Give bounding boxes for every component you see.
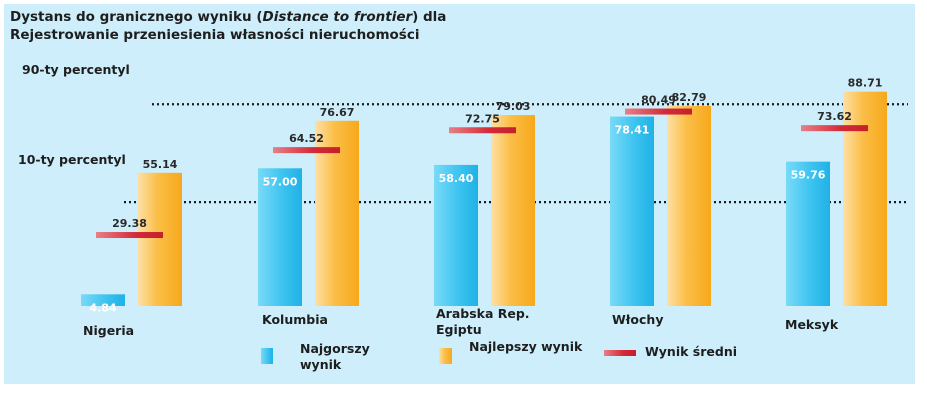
value-label-best: 76.67 — [320, 106, 355, 119]
value-label-average: 80.49 — [641, 94, 676, 107]
percentile-90-label: 90-ty percentyl — [22, 62, 130, 77]
category-label: Włochy — [612, 312, 663, 327]
bar-best — [843, 91, 887, 306]
value-label-average: 29.38 — [112, 217, 147, 230]
legend-swatch-average — [604, 350, 636, 356]
marker-average — [96, 232, 163, 239]
category-label: Kolumbia — [262, 312, 328, 327]
bar-worst — [786, 161, 830, 306]
value-label-worst: 58.40 — [439, 172, 474, 185]
legend-swatch-best — [439, 348, 452, 364]
bar-worst — [81, 294, 125, 306]
legend-label: Wynik średni — [645, 344, 737, 359]
value-label-worst: 57.00 — [263, 175, 298, 188]
category-label: Arabska Rep. Egiptu — [436, 306, 530, 337]
value-label-worst: 78.41 — [615, 124, 650, 137]
category-label: Nigeria — [83, 323, 134, 338]
legend-label: Najgorszy wynik — [300, 341, 370, 372]
value-label-best: 82.79 — [672, 91, 707, 104]
marker-average — [273, 147, 340, 154]
category-label: Meksyk — [785, 317, 839, 332]
value-label-best: 88.71 — [848, 77, 883, 90]
bar-worst — [434, 164, 478, 306]
bar-worst — [610, 116, 654, 306]
bar-best — [491, 115, 535, 306]
legend-swatch-worst — [261, 348, 273, 364]
chart-title: Dystans do granicznego wyniku (Distance … — [10, 9, 447, 43]
value-label-average: 72.75 — [465, 112, 500, 125]
bar-worst — [258, 168, 302, 306]
legend-label: Najlepszy wynik — [469, 339, 583, 354]
value-label-worst: 59.76 — [791, 169, 826, 182]
marker-average — [625, 108, 692, 115]
bar-best — [667, 106, 711, 307]
bar-best — [138, 172, 182, 306]
marker-average — [449, 127, 516, 134]
value-label-best: 79.03 — [496, 100, 531, 113]
value-label-worst: 4.84 — [89, 301, 116, 314]
value-label-average: 73.62 — [817, 110, 852, 123]
value-label-average: 64.52 — [289, 132, 324, 145]
percentile-10-label: 10-ty percentyl — [18, 152, 126, 167]
value-label-best: 55.14 — [143, 158, 178, 171]
marker-average — [801, 125, 868, 132]
